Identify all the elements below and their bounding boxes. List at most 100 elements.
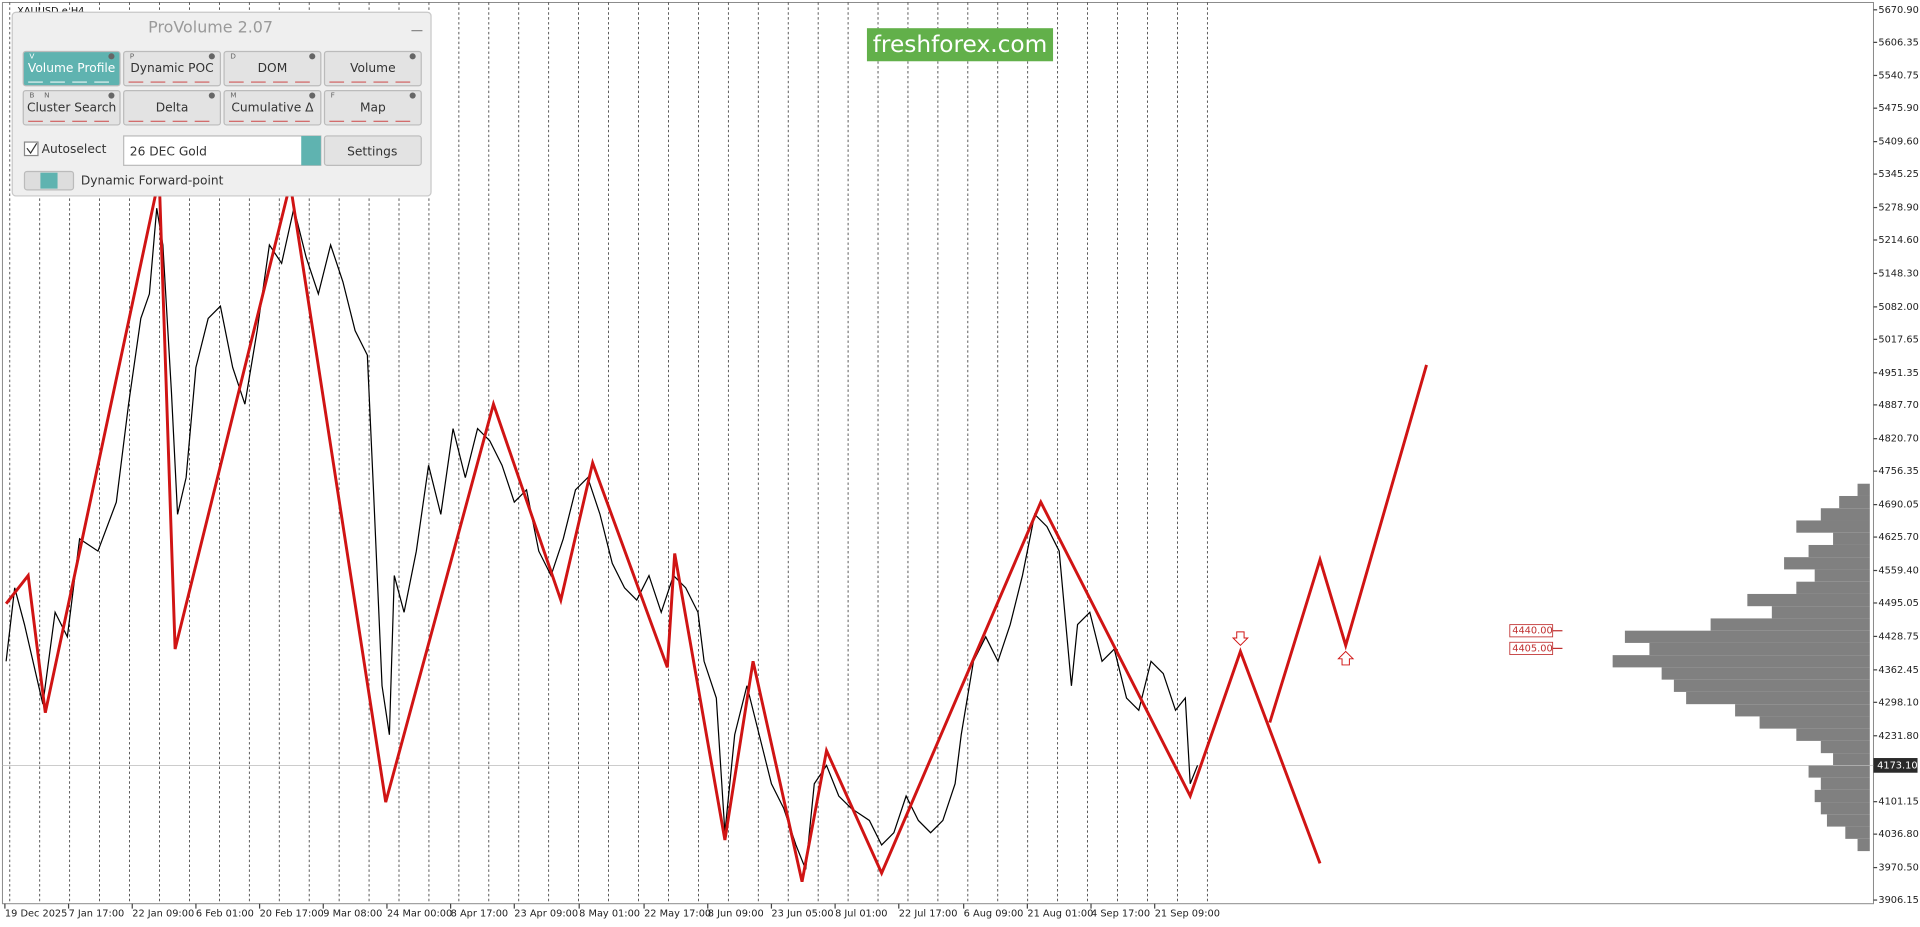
zigzag-line: [4, 177, 1322, 883]
volume-bar: [1820, 802, 1870, 815]
volume-bar: [1845, 826, 1870, 839]
y-tick-label: 4362.45: [1878, 665, 1918, 676]
tool-button[interactable]: [22, 90, 121, 126]
y-tick-label: 4820.70: [1878, 434, 1918, 445]
volume-bar: [1796, 728, 1870, 741]
volume-bar: [1814, 569, 1870, 582]
settings-gear: [409, 53, 416, 60]
tool-button-label: Volume: [350, 61, 396, 75]
y-tick-label: 4625.70: [1878, 532, 1918, 543]
hotkey: N: [44, 91, 49, 100]
tool-button[interactable]: [323, 90, 422, 126]
y-tick-label: 4495.05: [1878, 598, 1918, 609]
toggle-knob: [40, 172, 58, 189]
x-tick-label: 8 May 01:00: [579, 909, 640, 920]
watermark-box: [866, 28, 1054, 62]
y-tick-label: 4559.40: [1878, 566, 1918, 577]
volume-bar: [1747, 593, 1870, 607]
y-tick-label: 4887.70: [1878, 400, 1918, 411]
panel-title: ProVolume 2.07: [148, 18, 273, 37]
x-tick-label: 9 Mar 08:00: [323, 909, 382, 920]
x-tick-label: 8 Jun 09:00: [708, 909, 764, 920]
volume-bar: [1686, 691, 1870, 705]
level-label: 4405.00: [1512, 643, 1552, 654]
x-tick-label: 8 Apr 17:00: [451, 909, 509, 920]
y-tick-label: 3970.50: [1878, 863, 1918, 874]
y-tick-label: 5082.00: [1878, 302, 1918, 313]
instrument-select[interactable]: [123, 135, 322, 166]
y-tick-label: 4951.35: [1878, 368, 1918, 379]
volume-bar: [1857, 483, 1870, 496]
volume-bar: [1649, 642, 1870, 656]
provolume-panel: ProVolume 2.07 Autoselect 26 DEC Gold Se…: [11, 11, 432, 197]
tool-button[interactable]: [22, 50, 121, 87]
buy-arrow: [1337, 650, 1355, 666]
hotkey: P: [130, 51, 135, 60]
x-tick-label: 4 Sep 17:00: [1091, 909, 1150, 920]
x-tick-label: 23 Jun 05:00: [771, 909, 833, 920]
settings-gear: [309, 92, 316, 99]
y-tick-label: 5345.25: [1878, 169, 1918, 180]
x-tick-label: 19 Dec 2025: [5, 909, 67, 920]
zigzag-line: [1268, 364, 1428, 723]
y-tick-label: 3906.15: [1878, 895, 1918, 906]
tool-button[interactable]: [223, 50, 322, 87]
hotkey: V: [29, 51, 34, 60]
volume-bar: [1784, 557, 1870, 570]
tool-button-label: Delta: [156, 100, 189, 114]
level-label: 4440.00: [1512, 626, 1552, 637]
watermark: freshforex.com: [873, 31, 1048, 58]
x-tick-label: 21 Aug 01:00: [1027, 909, 1093, 920]
volume-bar: [1820, 508, 1870, 521]
y-tick-label: 5475.90: [1878, 103, 1918, 114]
y-tick-label: 5670.90: [1878, 5, 1918, 16]
instrument: 26 DEC Gold: [130, 144, 207, 158]
settings-gear: [108, 92, 115, 99]
autoselect-label: Autoselect: [42, 142, 107, 156]
volume-bar: [1808, 544, 1870, 558]
x-tick-label: 7 Jan 17:00: [69, 909, 125, 920]
volume-bar: [1839, 495, 1870, 509]
tool-button[interactable]: [323, 50, 422, 87]
x-tick-label: 6 Aug 09:00: [964, 909, 1024, 920]
y-tick-label: 4690.05: [1878, 500, 1918, 511]
volume-bar: [1710, 618, 1870, 631]
level-box: [1509, 624, 1554, 638]
volume-bar: [1796, 581, 1870, 594]
volume-bar: [1661, 667, 1870, 680]
spinner[interactable]: [301, 135, 321, 166]
hotkey: F: [331, 91, 335, 100]
forward-point-label: Dynamic Forward-point: [81, 174, 224, 188]
tool-button-label: Cluster Search: [27, 100, 116, 114]
tool-button[interactable]: [223, 90, 322, 126]
tool-button[interactable]: [123, 50, 222, 87]
current-price-box: [1873, 758, 1918, 773]
volume-bar: [1833, 532, 1870, 545]
price-line: [5, 208, 1199, 870]
volume-bar: [1612, 655, 1870, 668]
y-tick-label: 4231.80: [1878, 731, 1918, 742]
y-tick-label: 4036.80: [1878, 829, 1918, 840]
sell-arrow: [1231, 631, 1249, 647]
x-tick-label: 22 Jul 17:00: [899, 909, 958, 920]
settings-button[interactable]: [323, 135, 422, 166]
settings-gear: [108, 53, 115, 60]
volume-bar: [1759, 716, 1870, 729]
y-tick-label: 4298.10: [1878, 697, 1918, 708]
checkbox[interactable]: [23, 141, 39, 157]
x-tick-label: 21 Sep 09:00: [1155, 909, 1220, 920]
tool-button[interactable]: [123, 90, 222, 126]
volume-bar: [1814, 789, 1870, 803]
settings-gear: [208, 92, 215, 99]
volume-bar: [1796, 520, 1870, 533]
tool-button-label: DOM: [258, 61, 288, 75]
tool-button-label: Cumulative Δ: [231, 100, 314, 114]
tool-button-label: Dynamic POC: [130, 61, 213, 75]
symbol-label: XAUUSD.e,H4: [17, 6, 84, 17]
volume-bar: [1808, 765, 1870, 778]
y-tick-label: 4428.75: [1878, 631, 1918, 642]
settings-gear: [309, 53, 316, 60]
x-tick-label: 23 Apr 09:00: [514, 909, 578, 920]
